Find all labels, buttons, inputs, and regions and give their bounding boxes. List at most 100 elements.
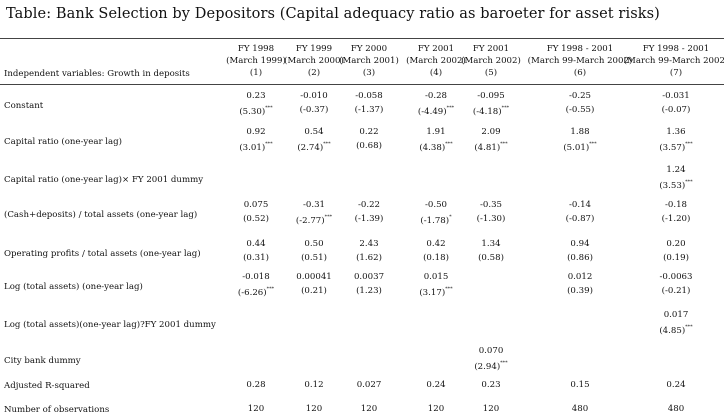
t-statistic: (-4.18)*** — [472, 104, 510, 117]
t-value: (4.85) — [659, 325, 686, 336]
column-header-1-line-2: (March 1999) — [226, 56, 286, 66]
t-statistic: (5.01)*** — [563, 141, 596, 153]
table-cell: 0.070 (2.94)*** — [474, 347, 507, 371]
coefficient: 0.15 — [570, 380, 590, 390]
t-statistic: (4.81)*** — [474, 141, 507, 153]
table-cell: 0.23 (5.30)*** — [239, 92, 272, 116]
t-statistic: (-4.49)*** — [417, 105, 454, 117]
significance-stars: *** — [500, 359, 508, 366]
table-cell: 0.23 — [481, 381, 500, 390]
column-header-7-line-2: (March 99-March 2002) — [623, 56, 724, 66]
significance-stars: * — [449, 213, 452, 220]
t-value: (-4.49) — [417, 106, 447, 117]
table-cell: 1.36 (3.57)*** — [659, 128, 692, 152]
significance-stars: *** — [324, 213, 333, 220]
dependent-variable-label: Independent variables: Growth in deposit… — [4, 69, 190, 79]
table-cell: 0.22 (0.68) — [356, 128, 382, 150]
t-value: (-6.26) — [237, 287, 267, 298]
row-label: Log (total assets)(one-year lag)?FY 2001… — [4, 320, 216, 330]
table-cell: 2.43 (1.62) — [356, 240, 382, 262]
column-header-2-line-3: (2) — [307, 68, 321, 78]
column-header-2-line-1: FY 1999 — [295, 44, 333, 54]
row-label: Log (total assets) (one-year lag) — [4, 282, 143, 292]
table-cell: 120 — [483, 405, 499, 414]
t-statistic: (-6.26)*** — [237, 285, 275, 298]
coefficient: 0.28 — [246, 380, 266, 390]
table-cell: 0.027 — [357, 381, 382, 390]
significance-stars: *** — [685, 323, 693, 330]
t-statistic: (3.57)*** — [659, 141, 692, 153]
t-statistic: (0.51) — [301, 253, 327, 263]
coefficient: -0.0063 — [659, 272, 693, 282]
column-header-4-line-1: FY 2001 — [417, 44, 455, 54]
row-label: Number of observations — [4, 405, 110, 415]
t-statistic: (2.94)*** — [474, 359, 508, 372]
row-label: Capital ratio (one-year lag)× FY 2001 du… — [4, 175, 204, 185]
column-header-4-line-3: (4) — [429, 68, 443, 78]
table-cell: -0.095 (-4.18)*** — [473, 92, 509, 116]
t-statistic: (0.19) — [663, 252, 689, 263]
table-cell: 0.92 (3.01)*** — [239, 128, 272, 152]
table-cell: -0.018 (-6.26)*** — [238, 273, 274, 297]
column-header-5-line-3: (5) — [484, 68, 498, 78]
t-value: (-4.18) — [472, 106, 502, 117]
table-cell: 1.34 (0.58) — [478, 240, 504, 262]
t-value: (-2.77) — [295, 215, 325, 226]
t-value: (2.74) — [297, 142, 324, 153]
t-value: (0.58) — [478, 252, 504, 263]
column-header-7-line-1: FY 1998 - 2001 — [642, 44, 710, 54]
table-cell: -0.25 (-0.55) — [566, 92, 595, 114]
t-statistic: (0.18) — [423, 253, 449, 263]
t-statistic: (2.74)*** — [297, 141, 330, 153]
table-cell: 120 — [361, 405, 377, 414]
table-cell: -0.0063 (-0.21) — [660, 273, 693, 295]
coefficient: 1.36 — [666, 127, 686, 137]
t-statistic: (3.17)*** — [419, 286, 452, 298]
table-cell: 0.00041 (0.21) — [296, 273, 332, 295]
coefficient: 480 — [667, 404, 685, 414]
coefficient: 0.20 — [666, 239, 686, 249]
t-statistic: (0.86) — [567, 253, 593, 263]
table-cell: 1.24 (3.53)*** — [659, 166, 692, 190]
row-label: Operating profits / total assets (one-ye… — [4, 249, 201, 259]
significance-stars: *** — [266, 285, 275, 292]
coefficient: -0.010 — [300, 91, 328, 101]
t-statistic: (-1.39) — [355, 214, 384, 224]
table-cell: -0.35 (-1.30) — [477, 201, 506, 223]
coefficient: -0.28 — [424, 91, 448, 101]
table-cell: -0.31 (-2.77)*** — [296, 201, 332, 225]
table-cell: 1.88 (5.01)*** — [563, 128, 596, 152]
table-cell: -0.031 (-0.07) — [662, 92, 691, 114]
t-value: (-0.37) — [299, 104, 329, 115]
coefficient: 0.012 — [567, 272, 593, 282]
t-value: (3.53) — [659, 180, 686, 191]
table-cell: 0.012 (0.39) — [567, 273, 593, 295]
coefficient: 120 — [305, 404, 323, 414]
coefficient: 120 — [427, 404, 445, 414]
coefficient: 0.23 — [246, 91, 266, 101]
t-statistic: (0.58) — [478, 252, 504, 263]
coefficient: 480 — [571, 404, 589, 414]
coefficient: -0.18 — [664, 200, 688, 210]
column-header-4-line-2: (March 2002) — [406, 56, 466, 66]
significance-stars: *** — [445, 140, 453, 147]
t-value: (3.57) — [659, 142, 686, 153]
coefficient: 0.027 — [356, 380, 382, 390]
t-value: (0.52) — [243, 213, 269, 224]
t-value: (3.01) — [239, 142, 266, 153]
t-value: (0.21) — [301, 285, 327, 296]
t-statistic: (0.39) — [567, 286, 593, 296]
table-cell: -0.18 (-1.20) — [662, 201, 691, 223]
coefficient: -0.25 — [568, 91, 592, 101]
t-value: (0.19) — [663, 252, 689, 263]
t-value: (3.17) — [419, 287, 446, 298]
significance-stars: *** — [501, 104, 510, 111]
table-cell: -0.22 (-1.39) — [355, 201, 384, 223]
coefficient: 0.017 — [663, 310, 689, 320]
column-header-6-line-3: (6) — [573, 68, 587, 78]
coefficient: 1.91 — [426, 127, 446, 137]
top-rule — [0, 38, 724, 39]
t-value: (-0.87) — [565, 213, 595, 224]
t-statistic: (-2.77)*** — [295, 213, 333, 226]
column-header-3-line-2: (March 2001) — [339, 56, 399, 66]
